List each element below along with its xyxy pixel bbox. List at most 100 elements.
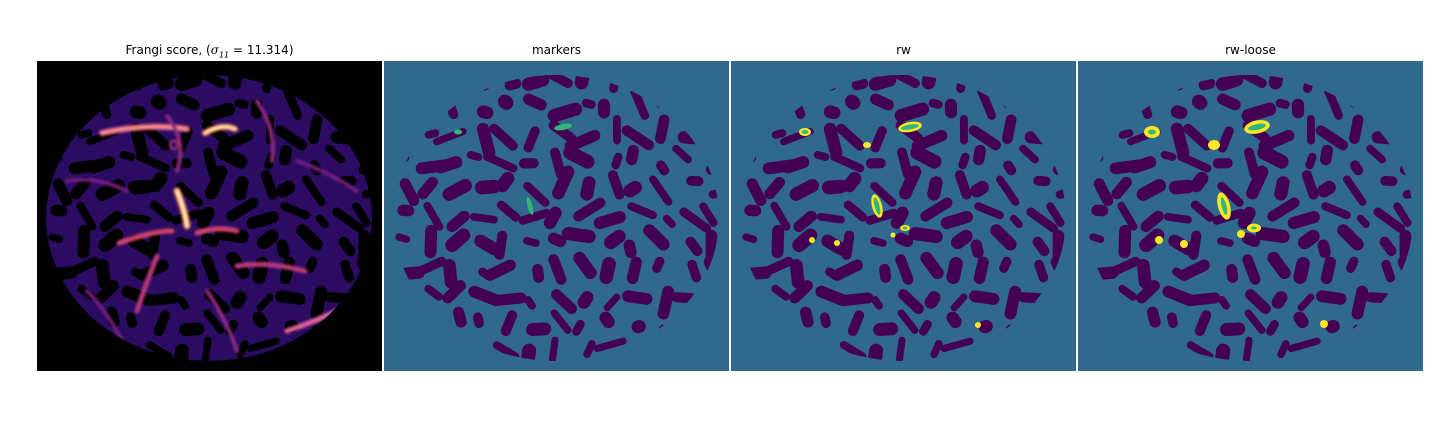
tissue-blob <box>1274 176 1290 201</box>
tissue-blob <box>148 171 168 193</box>
tissue-blob <box>771 284 791 301</box>
tissue-blob <box>476 105 494 120</box>
tissue-blob <box>771 224 785 259</box>
tissue-blob <box>541 75 573 89</box>
tissue-blob <box>823 105 841 120</box>
tissue-blob <box>631 320 646 334</box>
tissue-blob <box>845 94 861 110</box>
tissue-blob <box>492 341 520 361</box>
tissue-blob <box>621 125 654 151</box>
tissue-blob <box>951 229 973 250</box>
tissue-blob <box>227 75 243 90</box>
tissue-blob <box>1140 210 1164 233</box>
tissue-blob <box>1393 202 1412 227</box>
tissue-blob <box>203 309 225 334</box>
frangi-disk <box>46 75 372 361</box>
tissue-blob <box>445 228 471 253</box>
tissue-blob <box>838 292 874 307</box>
tissue-blob <box>908 227 943 244</box>
tissue-blob <box>920 251 944 280</box>
rw-loose-segment-core <box>1148 129 1156 135</box>
rw-loose-segment <box>1208 140 1220 150</box>
tissue-blob <box>1242 336 1253 361</box>
tissue-blob <box>1111 176 1132 200</box>
tissue-blob <box>1349 114 1364 145</box>
rw-segment <box>863 142 871 148</box>
tissue-blob <box>823 122 843 159</box>
tissue-blob <box>563 145 595 169</box>
tissue-blob <box>924 291 941 309</box>
tissue-blob <box>621 290 653 305</box>
rw-loose-image <box>1078 61 1423 371</box>
tissue-blob <box>919 320 932 336</box>
tissue-blob <box>630 86 650 120</box>
tissue-blob <box>577 291 594 309</box>
tissue-blob <box>821 234 848 256</box>
tissue-blob <box>446 210 470 233</box>
tissue-blob <box>581 98 596 109</box>
tissue-blob <box>310 285 328 320</box>
tissue-blob <box>593 337 627 353</box>
tissue-blob <box>1163 212 1192 224</box>
tissue-blob <box>744 204 762 217</box>
tissue-blob <box>246 211 279 230</box>
tissue-blob <box>77 129 93 139</box>
tissue-blob <box>1293 257 1310 284</box>
tissue-blob <box>1315 290 1347 305</box>
rw-segment-core <box>801 130 809 134</box>
tissue-blob <box>1301 170 1319 200</box>
tissue-blob <box>1170 105 1188 120</box>
tissue-blob <box>524 296 536 310</box>
tissue-blob <box>452 306 467 328</box>
tissue-blob <box>1321 202 1351 220</box>
tissue-blob <box>1381 259 1396 283</box>
rw-image <box>731 61 1076 371</box>
tissue-blob <box>1319 144 1333 166</box>
tissue-blob <box>145 341 173 361</box>
tissue-blob <box>1266 320 1279 336</box>
tissue-blob <box>790 258 805 289</box>
marker-label <box>526 197 534 215</box>
tissue-blob <box>177 296 189 310</box>
rw-loose-segment <box>1237 230 1245 238</box>
tissue-blob <box>970 180 989 198</box>
tissue-blob <box>899 165 922 200</box>
tissue-blob <box>256 293 274 312</box>
tissue-blob <box>236 339 249 359</box>
tissue-blob <box>793 210 817 233</box>
rw-loose-blobs <box>1087 75 1413 361</box>
tissue-blob <box>970 239 984 259</box>
tissue-blob <box>643 224 670 251</box>
tissue-blob <box>196 206 215 230</box>
tissue-blob <box>230 291 247 309</box>
tissue-blob <box>1291 98 1305 119</box>
rw-loose-segment-core <box>1248 123 1266 131</box>
tissue-blob <box>1004 285 1022 320</box>
tissue-blob <box>573 197 606 222</box>
tissue-blob <box>325 144 345 164</box>
tissue-blob <box>283 86 303 120</box>
tissue-blob <box>201 120 229 143</box>
rw-loose-svg <box>1078 61 1423 371</box>
tissue-blob <box>1188 230 1202 260</box>
tissue-blob <box>972 144 986 166</box>
frangi-score-image <box>37 61 382 371</box>
tissue-blob <box>831 259 863 281</box>
title-frangi-symbol: σ <box>210 43 219 57</box>
tissue-blob <box>920 197 953 222</box>
tissue-blob <box>599 311 615 329</box>
tissue-blob <box>279 256 295 285</box>
tissue-blob <box>1194 310 1212 337</box>
tissue-blob <box>626 256 642 285</box>
tissue-blob <box>1351 285 1369 320</box>
tissue-blob <box>894 232 914 248</box>
tissue-blob <box>276 180 295 198</box>
tissue-blob <box>843 200 868 222</box>
tissue-blob <box>424 224 438 259</box>
tissue-blob <box>1244 309 1266 334</box>
tissue-blob <box>1324 86 1344 120</box>
tissue-blob <box>1287 211 1320 230</box>
tissue-blob <box>973 256 989 285</box>
tissue-blob <box>274 125 307 151</box>
tissue-blob <box>217 129 254 152</box>
